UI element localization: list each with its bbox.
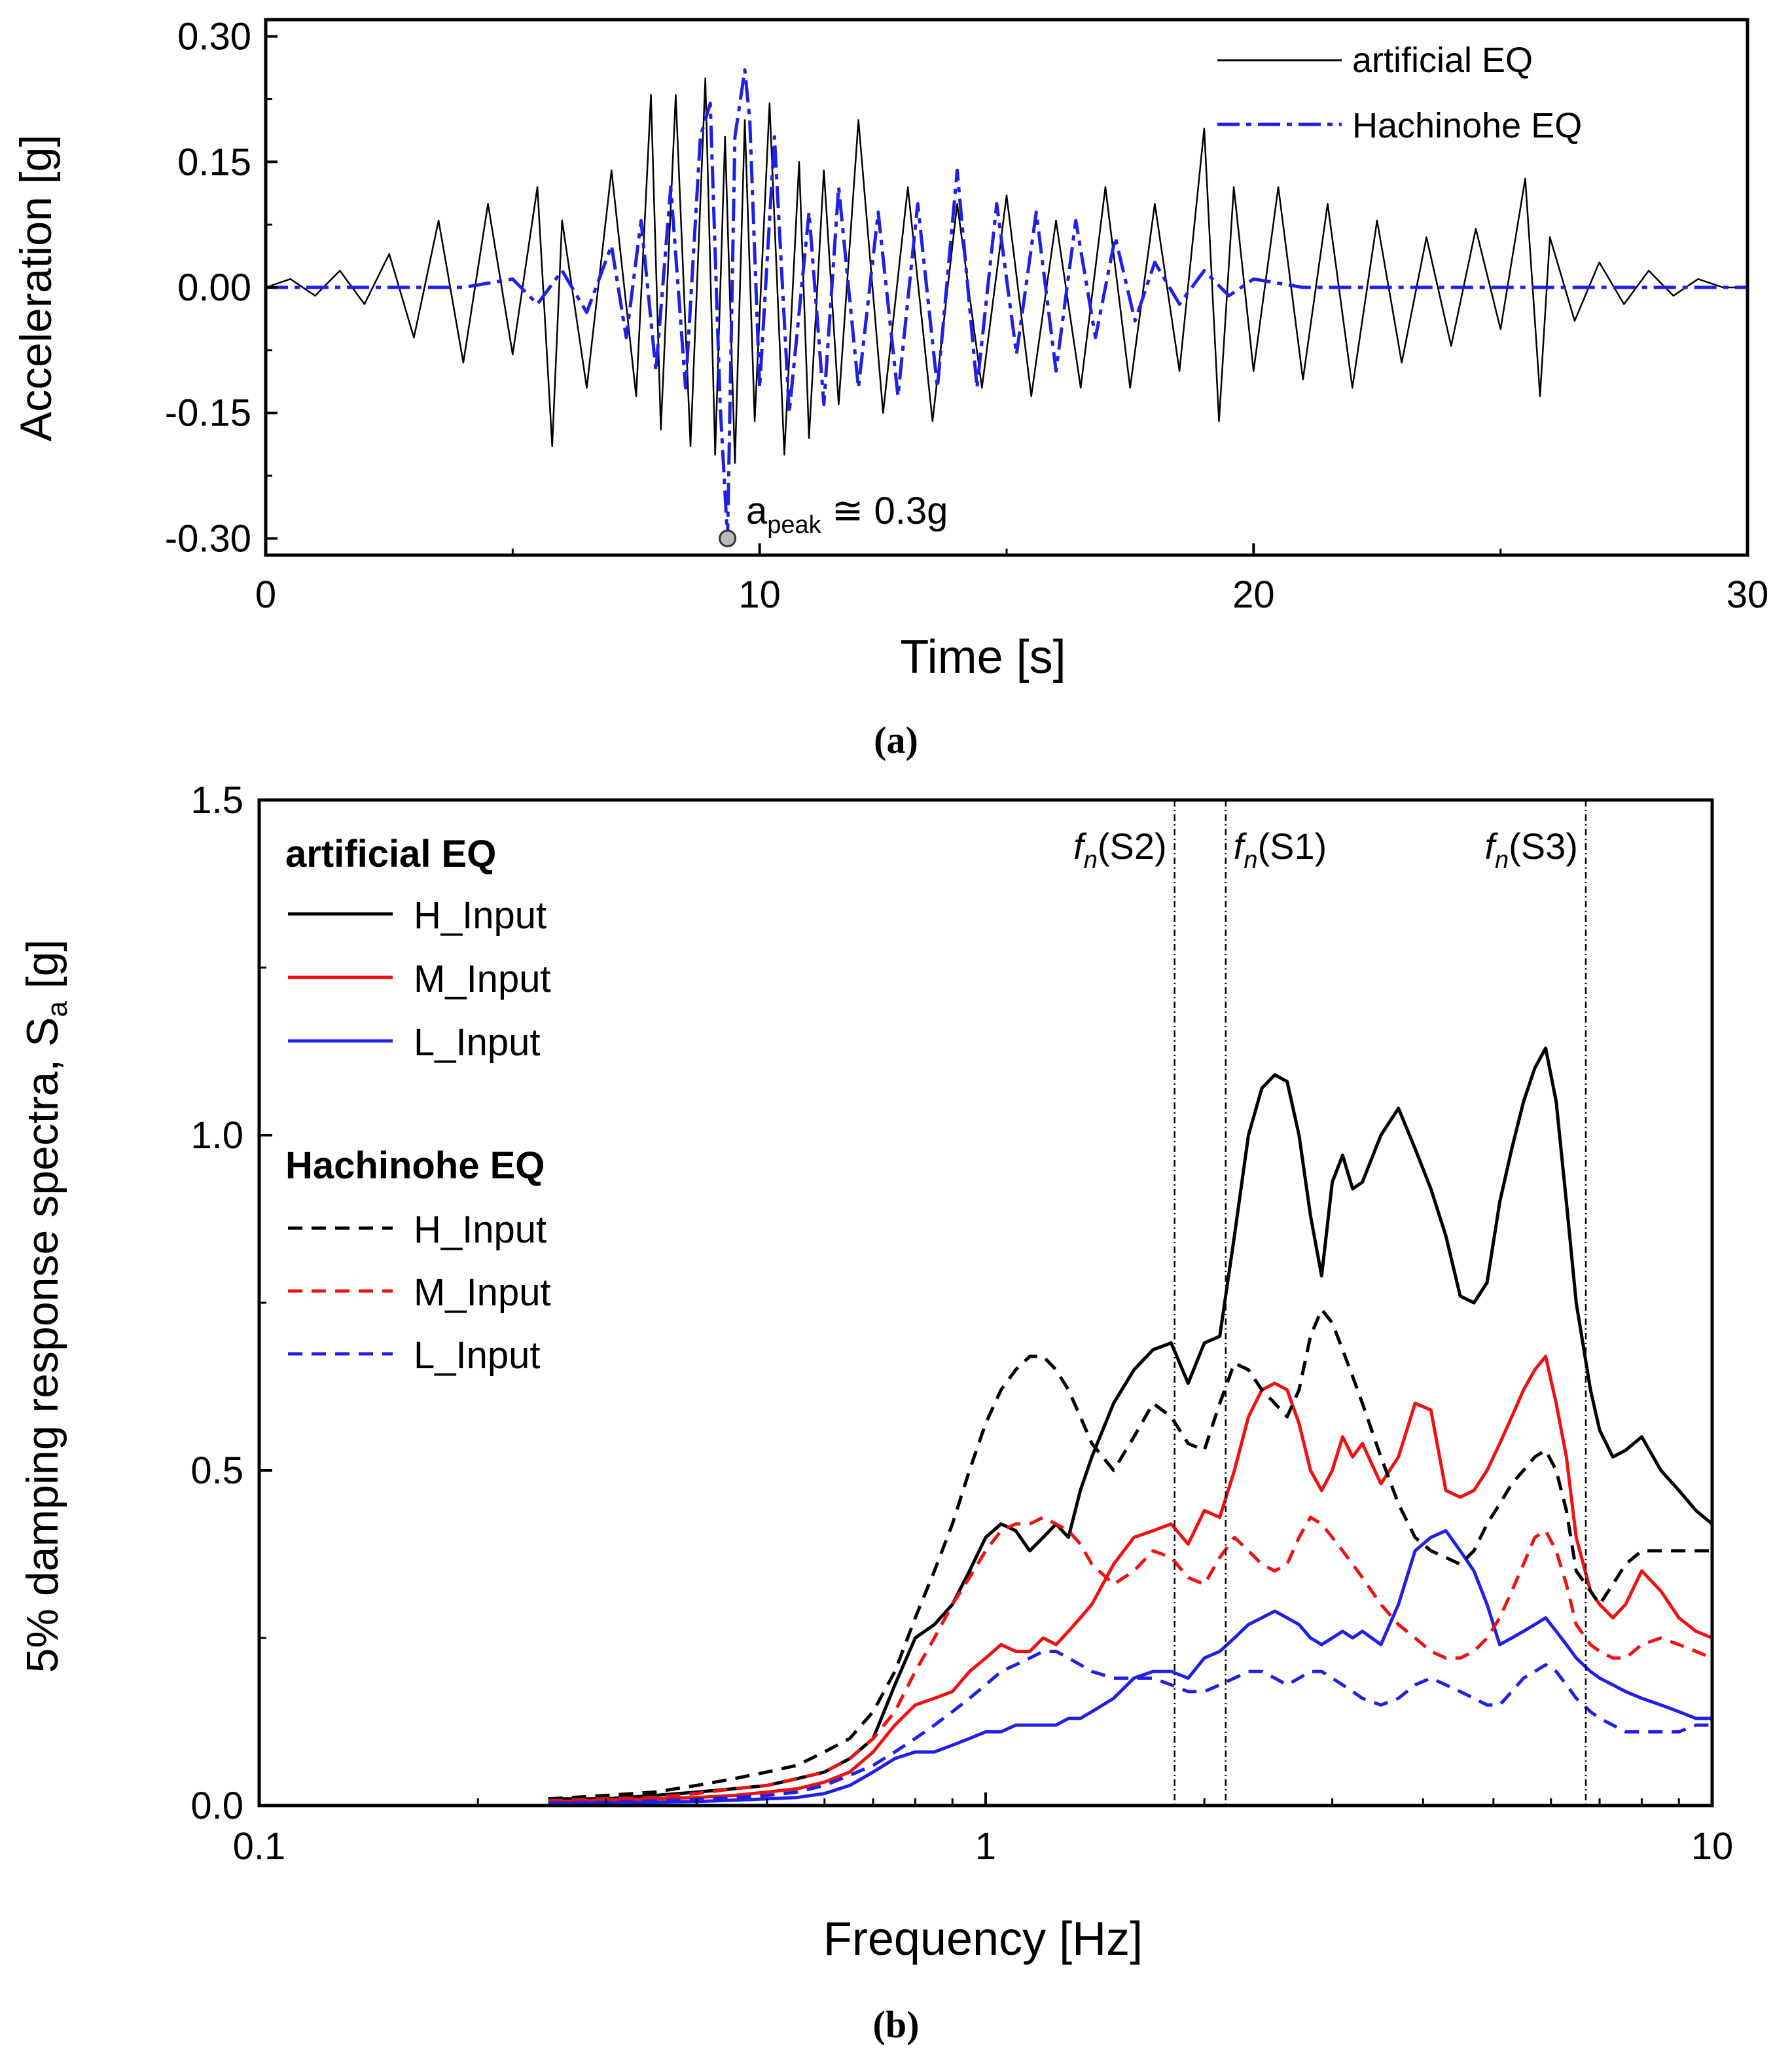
y-tick-label: -0.15 <box>165 392 251 435</box>
x-tick-label: 10 <box>1691 1825 1734 1868</box>
panel-b-x-axis-label: Frequency [Hz] <box>823 1913 1143 1965</box>
panel-b-frame <box>257 798 1714 1808</box>
legend-label-artificial-eq: artificial EQ <box>1352 41 1533 80</box>
y-tick-label: 0.15 <box>177 141 251 183</box>
series-line-hachinohe-eq-l_input <box>548 1650 1712 1805</box>
x-tick-label: 30 <box>1727 573 1769 616</box>
legend-label-hachinohe-m: M_Input <box>414 1271 551 1314</box>
series-line-artificial-eq <box>265 77 1747 464</box>
legend-label-artificial-m: M_Input <box>414 958 551 1000</box>
peak-annotation-text: apeak ≅ 0.3g <box>746 490 948 539</box>
y-tick-label: 0.5 <box>190 1449 243 1492</box>
panel-a-caption: (a) <box>874 719 918 761</box>
x-tick-label: 10 <box>738 573 781 616</box>
legend-label-artificial-l: L_Input <box>414 1021 541 1064</box>
y-tick-label: 0.30 <box>177 16 251 58</box>
peak-marker <box>719 529 737 547</box>
legend-group-title-artificial: artificial EQ <box>285 833 496 875</box>
series-line-artificial-eq-m_input <box>548 1354 1713 1804</box>
panel-a-x-axis-label: Time [s] <box>900 631 1066 683</box>
series-line-hachinohe-eq-h_input <box>548 1307 1712 1801</box>
x-tick-label: 1 <box>975 1825 996 1868</box>
panel-b-plot-area <box>548 1046 1713 1806</box>
y-tick-label: 0.00 <box>177 266 251 309</box>
legend-label-hachinohe-l: L_Input <box>414 1334 541 1377</box>
y-tick-label: 1.5 <box>190 779 243 822</box>
panel-b-natural-frequency-lines: fn(S2) fn(S1) fn(S3) <box>1073 800 1587 1806</box>
natural-frequency-label: fn(S2) <box>1073 826 1167 874</box>
panel-a-ticks: 0 10 20 30 -0.30 -0.15 0.00 0.15 0.30 <box>165 16 1768 616</box>
legend-label-hachinohe-eq: Hachinohe EQ <box>1352 106 1582 145</box>
x-tick-label: 0 <box>255 573 276 616</box>
y-tick-label: 1.0 <box>190 1114 243 1157</box>
panel-a-y-axis-label: Acceleration [g] <box>11 135 61 442</box>
panel-b-y-axis-label: 5% damping response spectra, Sa [g] <box>18 939 73 1673</box>
panel-a-acceleration-chart: 0 10 20 30 -0.30 -0.15 0.00 0.15 0.30 artificial… <box>11 16 1768 761</box>
natural-frequency-label: fn(S3) <box>1484 826 1578 874</box>
legend-group-title-hachinohe: Hachinohe EQ <box>285 1144 545 1187</box>
series-line-artificial-eq-l_input <box>548 1529 1712 1806</box>
panel-a-frame <box>264 18 1749 557</box>
legend-label-hachinohe-h: H_Input <box>414 1208 547 1251</box>
series-line-hachinohe-eq-m_input <box>548 1516 1713 1803</box>
panel-b-response-spectra-chart: fn(S2) fn(S1) fn(S3) 0.1 1 10 0.0 0.5 1.0 1.5 ar… <box>18 779 1733 2046</box>
natural-frequency-label: fn(S1) <box>1234 826 1327 874</box>
legend-label-artificial-h: H_Input <box>414 894 547 937</box>
panel-a-plot-area <box>265 68 1747 547</box>
y-tick-label: -0.30 <box>165 517 251 560</box>
series-line-hachinohe-eq <box>266 68 1747 540</box>
y-tick-label: 0.0 <box>190 1785 243 1827</box>
panel-b-legend: artificial EQ H_Input M_Input L_Input Ha… <box>285 833 551 1377</box>
panel-a-legend: artificial EQ Hachinohe EQ <box>1217 41 1582 145</box>
panel-b-ticks: 0.1 1 10 0.0 0.5 1.0 1.5 <box>190 779 1733 1868</box>
series-line-artificial-eq-h_input <box>548 1046 1713 1801</box>
panel-b-caption: (b) <box>873 2003 920 2046</box>
x-tick-label: 20 <box>1232 573 1275 616</box>
peak-annotation: apeak ≅ 0.3g <box>746 490 948 539</box>
x-tick-label: 0.1 <box>233 1825 286 1868</box>
